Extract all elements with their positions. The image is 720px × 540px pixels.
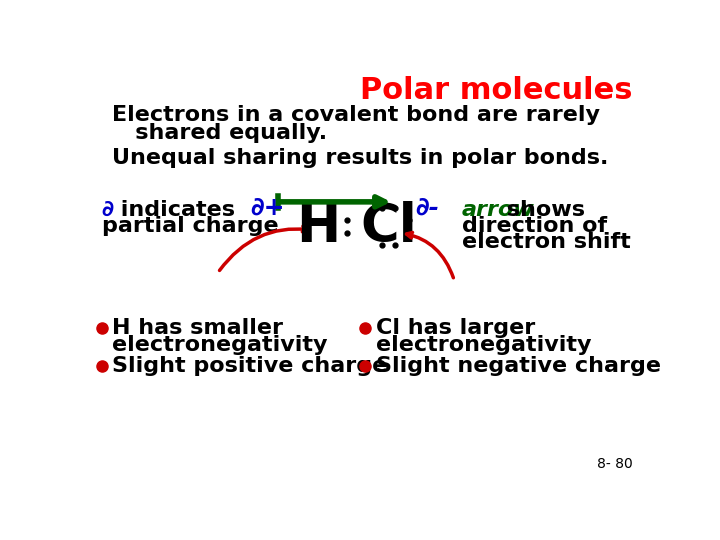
Text: Slight positive charge: Slight positive charge — [112, 356, 387, 376]
Text: Polar molecules: Polar molecules — [360, 76, 632, 105]
Text: Unequal sharing results in polar bonds.: Unequal sharing results in polar bonds. — [112, 148, 608, 168]
Text: Cl has larger: Cl has larger — [376, 318, 535, 338]
Text: Electrons in a covalent bond are rarely: Electrons in a covalent bond are rarely — [112, 105, 600, 125]
Text: partial charge: partial charge — [102, 215, 278, 236]
Text: arrow: arrow — [462, 200, 535, 220]
Text: shared equally.: shared equally. — [112, 123, 327, 143]
Text: Cl: Cl — [360, 200, 417, 253]
Text: 8- 80: 8- 80 — [597, 457, 632, 471]
Text: H has smaller: H has smaller — [112, 318, 283, 338]
Text: indicates: indicates — [113, 200, 235, 220]
Text: H: H — [297, 200, 341, 253]
Text: Slight negative charge: Slight negative charge — [376, 356, 661, 376]
Text: electronegativity: electronegativity — [376, 335, 591, 355]
Text: ∂: ∂ — [102, 200, 114, 220]
Text: electronegativity: electronegativity — [112, 335, 327, 355]
FancyArrowPatch shape — [280, 197, 384, 207]
Text: shows: shows — [499, 200, 585, 220]
Text: ∂-: ∂- — [415, 195, 439, 220]
Text: ∂+: ∂+ — [251, 195, 285, 220]
Text: electron shift: electron shift — [462, 232, 631, 252]
Text: direction of: direction of — [462, 215, 607, 236]
